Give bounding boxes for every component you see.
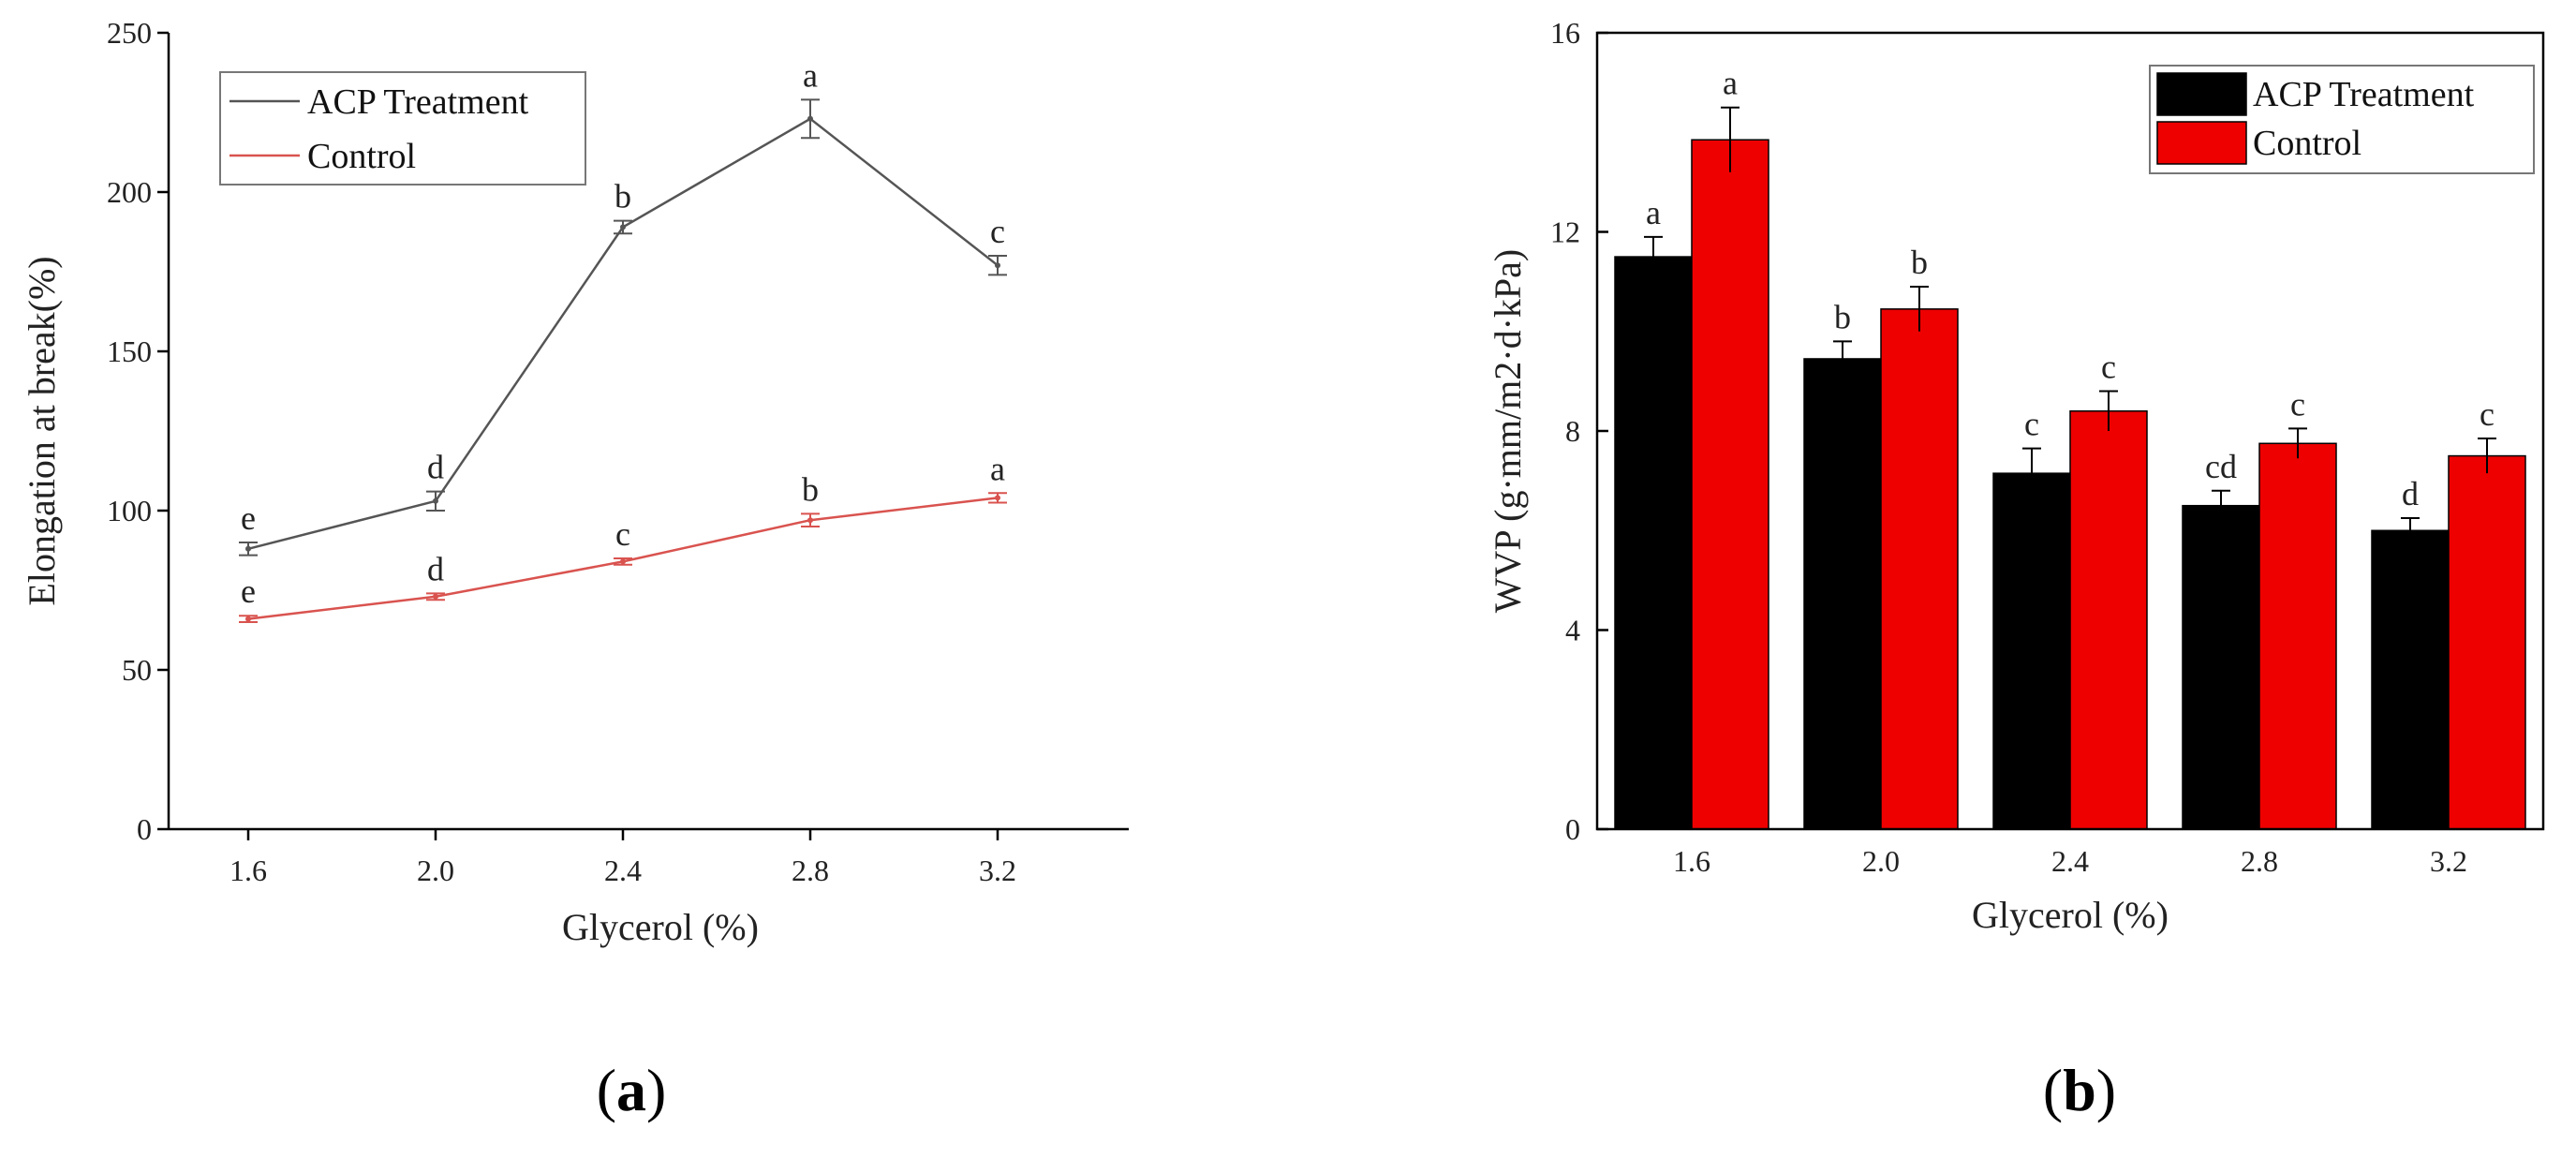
x-tick-label: 3.2 xyxy=(979,854,1016,887)
significance-letter: c xyxy=(990,213,1005,250)
significance-letter: b xyxy=(1834,298,1851,335)
y-tick-label: 150 xyxy=(107,334,152,368)
x-tick-label: 1.6 xyxy=(229,854,267,887)
bar-control xyxy=(2448,454,2526,830)
data-point xyxy=(995,495,1000,501)
y-tick-label: 50 xyxy=(122,653,152,687)
legend-box xyxy=(219,71,586,186)
significance-letter: b xyxy=(614,178,631,215)
bar-control xyxy=(1691,139,1769,830)
significance-letter: d xyxy=(427,449,444,486)
significance-letter: b xyxy=(1911,244,1928,281)
significance-letter: a xyxy=(1723,65,1738,102)
y-tick-label: 16 xyxy=(1550,16,1580,50)
significance-letter: a xyxy=(1646,194,1661,231)
x-tick-label: 2.4 xyxy=(604,854,642,887)
significance-letter: c xyxy=(2101,349,2116,386)
data-point xyxy=(620,224,626,230)
legend-label-acp: ACP Treatment xyxy=(2253,75,2475,114)
bar-acp xyxy=(2182,504,2260,830)
y-tick-label: 250 xyxy=(107,16,152,50)
legend-label-control: Control xyxy=(2253,124,2361,163)
legend-swatch-control xyxy=(2156,121,2247,165)
legend: ACP Treatment Control xyxy=(2149,65,2535,174)
data-point xyxy=(620,558,626,565)
significance-letter: a xyxy=(803,56,818,94)
y-tick-label: 8 xyxy=(1565,414,1580,448)
x-tick-label: 1.6 xyxy=(1673,844,1710,878)
y-axis-title: WVP (g·mm/m2·d·kPa) xyxy=(1487,249,1529,613)
x-tick-label: 2.8 xyxy=(792,854,829,887)
significance-letter: e xyxy=(241,499,256,537)
elongation-line-chart: 0 50 100 150 200 250 1.6 2.0 2.4 2.8 3.2 e d b a c e d c b a… xyxy=(21,16,1129,1123)
significance-letter: d xyxy=(427,550,444,587)
y-tick-label: 4 xyxy=(1565,614,1580,647)
panel-label-a: (a) xyxy=(597,1057,667,1123)
wvp-bar-chart: 0 4 8 12 16 1.6 a a 2.0 b b 2.4 c c 2.8 cd c 3.2 d c WVP (g… xyxy=(1487,16,2545,1123)
x-tick-label: 3.2 xyxy=(2430,844,2467,878)
legend: ACP Treatment Control xyxy=(219,71,586,186)
x-tick-label: 2.4 xyxy=(2051,844,2089,878)
legend-swatch-acp xyxy=(2156,72,2247,116)
significance-letter: d xyxy=(2402,475,2419,512)
significance-letter: cd xyxy=(2205,448,2237,485)
panel-label-b: (b) xyxy=(2043,1057,2116,1123)
x-axis-title: Glycerol (%) xyxy=(562,906,759,948)
y-tick-label: 0 xyxy=(1565,812,1580,846)
significance-letter: c xyxy=(615,515,630,553)
data-point xyxy=(807,115,813,122)
bar-control xyxy=(2258,442,2337,830)
bar-acp xyxy=(1992,472,2071,830)
plot-frame xyxy=(1595,31,2545,831)
bar-control xyxy=(1880,308,1959,830)
data-point xyxy=(433,593,438,600)
y-tick-label: 200 xyxy=(107,175,152,209)
legend-label-control: Control xyxy=(307,137,416,176)
x-tick-label: 2.8 xyxy=(2241,844,2278,878)
data-point xyxy=(995,262,1000,269)
x-axis-title: Glycerol (%) xyxy=(1972,894,2169,936)
data-point xyxy=(245,545,251,552)
data-point xyxy=(807,517,813,524)
significance-letter: c xyxy=(2024,406,2039,443)
significance-letter: a xyxy=(990,450,1005,487)
x-tick-label: 2.0 xyxy=(417,854,454,887)
y-tick-label: 12 xyxy=(1550,215,1580,249)
bar-control xyxy=(2069,410,2148,830)
bar-acp xyxy=(1614,256,1693,830)
data-point xyxy=(433,497,438,504)
x-tick-label: 2.0 xyxy=(1862,844,1900,878)
y-axis-title: Elongation at break(%) xyxy=(21,256,63,605)
bar-acp xyxy=(2371,529,2450,830)
bar-acp xyxy=(1803,358,1882,830)
significance-letter: b xyxy=(802,470,819,508)
significance-letter: c xyxy=(2290,385,2305,423)
significance-letter: e xyxy=(241,572,256,610)
data-point xyxy=(245,616,251,622)
y-tick-label: 100 xyxy=(107,494,152,527)
legend-label-acp: ACP Treatment xyxy=(307,82,529,122)
significance-letter: c xyxy=(2480,395,2495,433)
y-tick-label: 0 xyxy=(137,812,152,846)
